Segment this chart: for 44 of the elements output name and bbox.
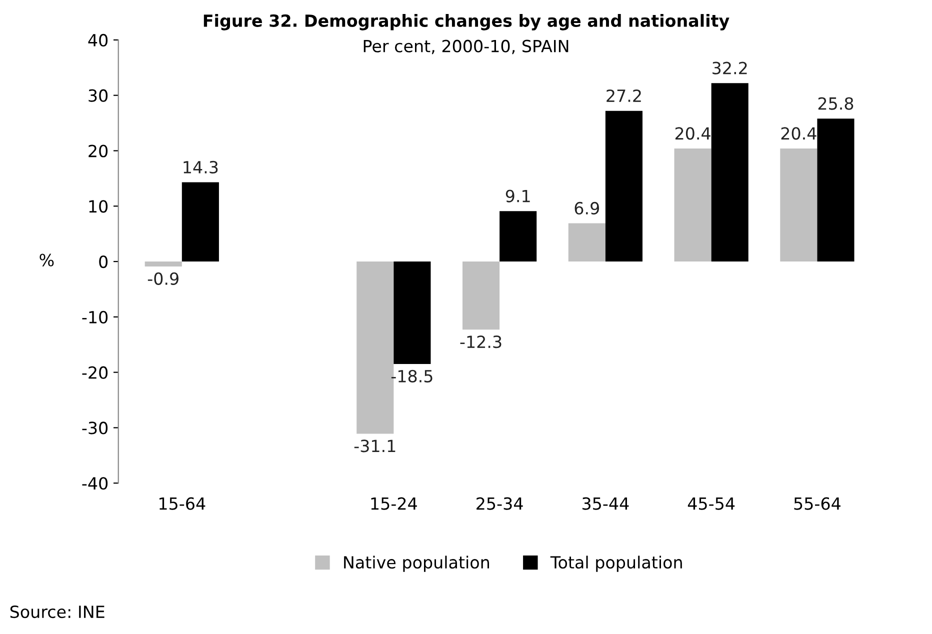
y-axis-title: % <box>40 254 54 266</box>
data-label: -31.1 <box>354 440 396 452</box>
source-note: Source: INE <box>10 605 104 618</box>
bar <box>462 262 500 330</box>
data-label: 6.9 <box>574 202 599 215</box>
y-tick-label: 0 <box>99 255 108 268</box>
y-tick-label: 10 <box>89 200 108 213</box>
bar <box>780 148 818 262</box>
data-label: 32.2 <box>712 62 747 74</box>
data-label: 9.1 <box>506 190 530 202</box>
bar <box>500 211 537 262</box>
data-label: 14.3 <box>184 160 218 174</box>
bar <box>394 262 431 364</box>
data-label: -0.9 <box>148 272 178 285</box>
x-tick-label: 25-34 <box>476 497 523 510</box>
bar <box>605 110 642 262</box>
data-label: -12.3 <box>460 336 502 348</box>
bar <box>144 262 182 267</box>
chart-subtitle: Per cent, 2000-10, SPAIN <box>364 40 568 54</box>
x-tick-label: 35-44 <box>582 497 629 510</box>
y-tick-label: 30 <box>88 89 108 102</box>
y-tick-label: -30 <box>82 422 108 434</box>
x-tick-label: 15-64 <box>160 497 206 510</box>
y-tick-label: -10 <box>82 310 108 324</box>
legend-label: Total population <box>550 556 682 572</box>
y-tick-label: -20 <box>82 366 108 379</box>
data-label: -18.5 <box>391 370 432 382</box>
bar <box>711 83 748 262</box>
chart-title: Figure 32. Demographic changes by age and nationality <box>204 14 730 30</box>
data-label: 25.8 <box>818 97 854 110</box>
bar <box>568 223 606 262</box>
x-tick-label: 45-54 <box>688 498 735 510</box>
legend-label: Native population <box>344 556 489 572</box>
data-label: 20.4 <box>781 127 816 140</box>
y-tick-label: 40 <box>88 34 108 47</box>
x-tick-label: 55-64 <box>794 497 840 510</box>
bar <box>674 148 712 262</box>
y-tick-label: -40 <box>82 477 108 490</box>
data-label: 20.4 <box>675 127 710 140</box>
bar <box>182 182 219 262</box>
bar <box>817 118 854 262</box>
data-label: 27.2 <box>606 89 641 102</box>
x-tick-label: 15-24 <box>371 497 417 510</box>
y-tick-label: 20 <box>88 144 108 158</box>
